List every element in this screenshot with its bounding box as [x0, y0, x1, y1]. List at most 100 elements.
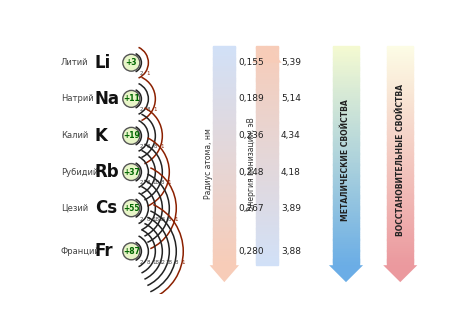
Bar: [213, 55, 235, 57]
Bar: [256, 230, 278, 232]
Bar: [387, 126, 413, 128]
Bar: [387, 179, 413, 181]
Bar: [333, 161, 359, 163]
Bar: [387, 49, 413, 51]
Text: 18: 18: [152, 260, 159, 265]
Bar: [333, 175, 359, 178]
Bar: [333, 84, 359, 86]
Bar: [387, 254, 413, 256]
Bar: [256, 49, 278, 51]
Bar: [333, 179, 359, 181]
Text: 8: 8: [146, 216, 150, 221]
Bar: [213, 77, 235, 79]
Bar: [387, 86, 413, 88]
Bar: [213, 247, 235, 249]
Bar: [256, 217, 278, 219]
Bar: [213, 110, 235, 112]
Bar: [213, 93, 235, 95]
Bar: [333, 230, 359, 232]
Bar: [333, 197, 359, 199]
Bar: [387, 174, 413, 176]
Bar: [387, 157, 413, 159]
Bar: [333, 111, 359, 114]
Bar: [387, 199, 413, 201]
Bar: [333, 122, 359, 124]
Bar: [387, 203, 413, 205]
Text: Цезий: Цезий: [61, 204, 88, 213]
Bar: [213, 117, 235, 119]
Bar: [213, 159, 235, 161]
Text: МЕТАЛИЧЕСКИЕ СВОЙСТВА: МЕТАЛИЧЕСКИЕ СВОЙСТВА: [341, 99, 350, 221]
Bar: [333, 108, 359, 110]
Bar: [256, 201, 278, 203]
Bar: [256, 91, 278, 93]
Bar: [256, 144, 278, 146]
Bar: [333, 232, 359, 234]
Bar: [213, 217, 235, 219]
Bar: [213, 120, 235, 122]
Bar: [256, 163, 278, 165]
Bar: [256, 141, 278, 143]
Bar: [256, 181, 278, 183]
Bar: [387, 208, 413, 210]
Bar: [333, 56, 359, 58]
Bar: [256, 239, 278, 242]
Bar: [387, 144, 413, 146]
Text: 2: 2: [140, 260, 143, 265]
Bar: [387, 97, 413, 99]
Bar: [256, 155, 278, 157]
Bar: [387, 106, 413, 108]
Bar: [387, 84, 413, 86]
Bar: [213, 239, 235, 242]
Bar: [387, 247, 413, 249]
Bar: [333, 247, 359, 249]
Text: 0,155: 0,155: [238, 58, 264, 67]
Text: +19: +19: [123, 131, 140, 140]
Bar: [213, 254, 235, 256]
Bar: [333, 49, 359, 51]
Text: 0,189: 0,189: [238, 94, 264, 103]
Bar: [387, 155, 413, 157]
Bar: [387, 232, 413, 234]
Text: Радиус атома, нм: Радиус атома, нм: [204, 128, 213, 199]
Text: Na: Na: [95, 90, 120, 108]
Bar: [333, 100, 359, 102]
Text: 8: 8: [146, 260, 150, 265]
Polygon shape: [383, 265, 417, 282]
Bar: [256, 175, 278, 178]
Bar: [333, 115, 359, 117]
Bar: [213, 168, 235, 170]
Bar: [333, 117, 359, 119]
Bar: [333, 87, 359, 90]
Bar: [213, 172, 235, 174]
Bar: [213, 91, 235, 93]
Bar: [256, 108, 278, 110]
Bar: [256, 56, 278, 58]
Text: 2: 2: [140, 71, 143, 76]
Bar: [387, 190, 413, 192]
Bar: [333, 66, 359, 68]
Bar: [213, 184, 235, 186]
Bar: [256, 133, 278, 135]
Text: +11: +11: [123, 94, 140, 103]
Text: 0,267: 0,267: [238, 204, 264, 213]
Text: 0,248: 0,248: [238, 168, 264, 177]
Bar: [387, 259, 413, 262]
Bar: [333, 163, 359, 165]
Bar: [387, 217, 413, 219]
Bar: [333, 139, 359, 141]
Bar: [256, 192, 278, 194]
Bar: [213, 230, 235, 232]
Bar: [256, 100, 278, 102]
Bar: [333, 80, 359, 82]
Bar: [333, 219, 359, 221]
Bar: [387, 141, 413, 143]
Text: 32: 32: [159, 260, 166, 265]
Bar: [333, 137, 359, 139]
Bar: [387, 230, 413, 232]
Bar: [256, 69, 278, 71]
Bar: [387, 53, 413, 55]
Bar: [213, 232, 235, 234]
Bar: [387, 48, 413, 50]
Bar: [333, 93, 359, 95]
